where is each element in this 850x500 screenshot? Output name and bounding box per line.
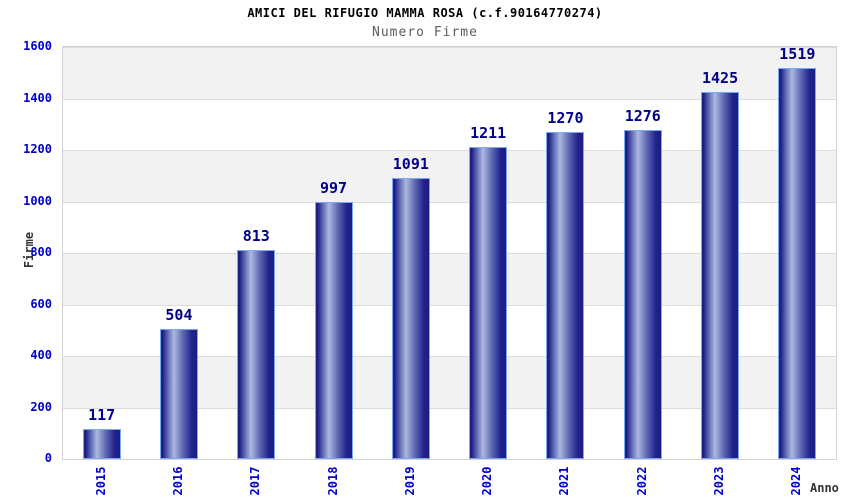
bar-value-label: 813 bbox=[242, 226, 270, 245]
bar-value-label: 1211 bbox=[470, 124, 507, 143]
x-tick-label: 2019 bbox=[402, 466, 417, 496]
bar-2024 bbox=[778, 67, 817, 459]
gridline bbox=[63, 253, 836, 254]
x-tick-label: 2023 bbox=[712, 466, 727, 496]
y-tick-label: 600 bbox=[30, 296, 52, 311]
gridline bbox=[63, 304, 836, 306]
x-tick-label: 2020 bbox=[480, 466, 495, 496]
bar-value-label: 1270 bbox=[547, 108, 584, 127]
bar-2019 bbox=[391, 178, 430, 459]
x-tick-label: 2017 bbox=[248, 466, 263, 496]
x-tick-label: 2015 bbox=[93, 466, 108, 496]
bar-2018 bbox=[314, 202, 353, 459]
gridline bbox=[63, 98, 836, 100]
bar-value-label: 997 bbox=[320, 179, 348, 198]
bar-2023 bbox=[701, 92, 740, 459]
gridline bbox=[63, 150, 836, 151]
gridline bbox=[63, 356, 836, 357]
plot-area: 117 504 813 997 1091 1211 1270 1276 1425 1519 bbox=[62, 46, 837, 460]
chart-title: AMICI DEL RIFUGIO MAMMA ROSA (c.f.901647… bbox=[247, 6, 603, 20]
gridline bbox=[63, 407, 836, 409]
bar-value-label: 1425 bbox=[701, 69, 739, 88]
y-tick-label: 200 bbox=[30, 399, 52, 414]
bar-value-label: 1091 bbox=[392, 155, 429, 174]
bar-value-label: 117 bbox=[88, 405, 116, 424]
gridline bbox=[63, 201, 836, 203]
x-axis-title: Anno bbox=[810, 481, 839, 495]
chart-subtitle: Numero Firme bbox=[372, 25, 478, 40]
bar-2022 bbox=[623, 130, 662, 459]
bar-2020 bbox=[469, 147, 508, 459]
y-tick-label: 1200 bbox=[23, 142, 52, 156]
x-tick-label: 2018 bbox=[325, 466, 340, 496]
bar-2017 bbox=[237, 249, 276, 459]
bar-value-label: 504 bbox=[165, 306, 193, 325]
bar-2021 bbox=[546, 131, 585, 459]
plot-band bbox=[63, 47, 836, 99]
x-tick-label: 2024 bbox=[789, 466, 804, 496]
bar-value-label: 1276 bbox=[624, 107, 661, 126]
gridline bbox=[63, 47, 836, 48]
y-tick-label: 1400 bbox=[23, 90, 52, 105]
x-tick-label: 2022 bbox=[634, 466, 649, 496]
bar-2016 bbox=[159, 329, 198, 459]
y-tick-label: 400 bbox=[30, 348, 52, 362]
bar-value-label: 1519 bbox=[779, 44, 816, 63]
x-tick-label: 2016 bbox=[170, 466, 185, 496]
bar-2015 bbox=[82, 428, 121, 459]
y-tick-label: 0 bbox=[44, 451, 52, 465]
y-tick-label: 1000 bbox=[23, 193, 52, 208]
y-tick-label: 1600 bbox=[23, 39, 52, 53]
y-tick-label: 800 bbox=[30, 245, 52, 259]
x-tick-label: 2021 bbox=[557, 466, 572, 496]
